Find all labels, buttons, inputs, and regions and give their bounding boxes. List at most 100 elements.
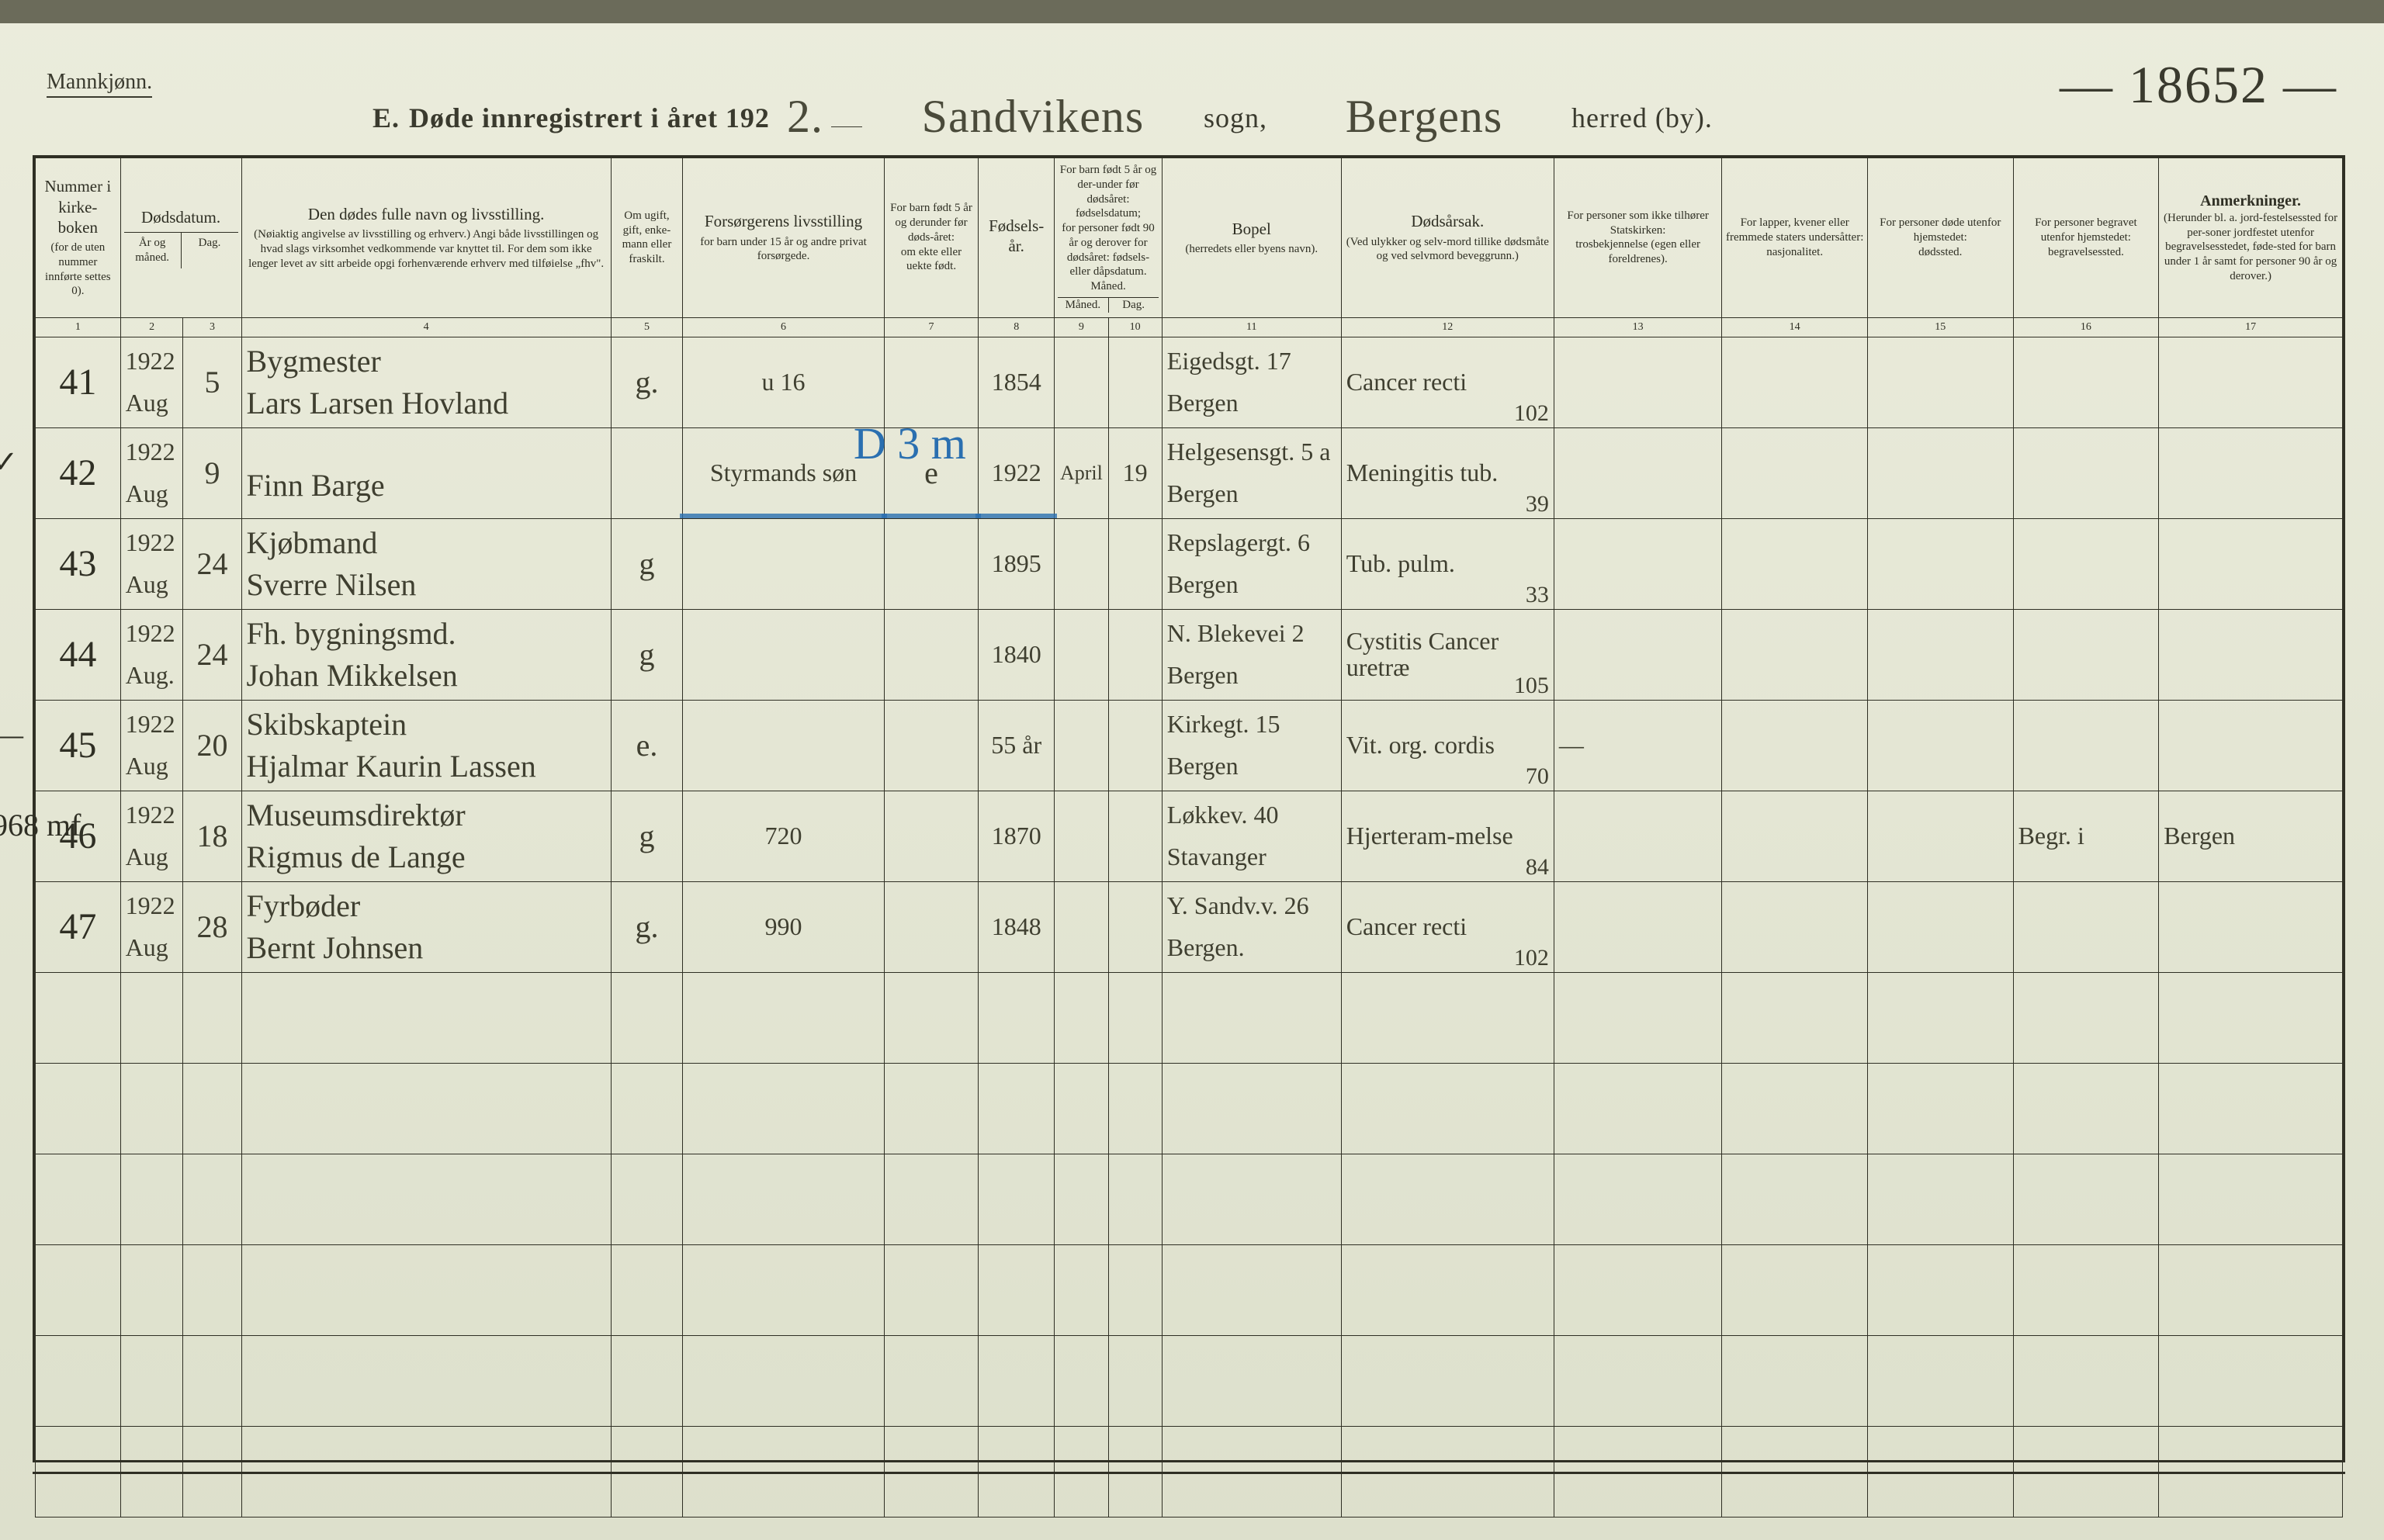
cell bbox=[2013, 700, 2159, 791]
cell: Fh. bygningsmd.Johan Mikkelsen bbox=[241, 609, 611, 700]
cell bbox=[683, 1063, 885, 1154]
coln-5: 5 bbox=[611, 317, 682, 337]
coln-10: 10 bbox=[1108, 317, 1162, 337]
cell: BygmesterLars Larsen Hovland bbox=[241, 337, 611, 427]
cell: 24 bbox=[183, 609, 241, 700]
cell bbox=[1867, 791, 2013, 881]
cell bbox=[1341, 972, 1554, 1063]
title-line: E. Døde innregistrert i året 192 2. Sand… bbox=[372, 85, 2314, 140]
district-label: herred (by). bbox=[1571, 102, 1713, 134]
cell: 1922Aug bbox=[120, 427, 183, 518]
cell bbox=[884, 881, 978, 972]
cell bbox=[183, 1335, 241, 1426]
cell bbox=[1108, 1244, 1162, 1335]
margin-annotation: 968 mf bbox=[0, 807, 81, 843]
cell: 41 bbox=[36, 337, 121, 427]
cell bbox=[1554, 791, 1721, 881]
cell bbox=[2013, 972, 2159, 1063]
cell: — bbox=[1554, 700, 1721, 791]
table-row: 431922Aug24KjøbmandSverre Nilseng1895Rep… bbox=[36, 518, 2343, 609]
hdr-15: For personer døde utenfor hjemstedet: dø… bbox=[1867, 158, 2013, 318]
cell bbox=[36, 1244, 121, 1335]
cell bbox=[683, 700, 885, 791]
cell bbox=[2159, 609, 2343, 700]
cell bbox=[241, 972, 611, 1063]
cell: Vit. org. cordis70 bbox=[1341, 700, 1554, 791]
cell bbox=[241, 1154, 611, 1244]
cell bbox=[1554, 1154, 1721, 1244]
cell bbox=[683, 518, 885, 609]
cell bbox=[2159, 1335, 2343, 1426]
cell: Repslagergt. 6Bergen bbox=[1162, 518, 1341, 609]
cell: 1854 bbox=[979, 337, 1055, 427]
cause-code: 84 bbox=[1526, 855, 1549, 880]
table-row: 471922Aug28FyrbøderBernt Johnseng.990184… bbox=[36, 881, 2343, 972]
cell: Cystitis Cancer uretræ105 bbox=[1341, 609, 1554, 700]
cell: 20 bbox=[183, 700, 241, 791]
cell bbox=[1722, 427, 1868, 518]
cell bbox=[1722, 609, 1868, 700]
coln-4: 4 bbox=[241, 317, 611, 337]
cell bbox=[611, 427, 682, 518]
cell bbox=[1867, 1335, 2013, 1426]
cell bbox=[1867, 700, 2013, 791]
cell bbox=[2159, 1063, 2343, 1154]
cell: 45— bbox=[36, 700, 121, 791]
top-edge bbox=[0, 0, 2384, 23]
cell bbox=[1108, 609, 1162, 700]
cell: Løkkev. 40Stavanger bbox=[1162, 791, 1341, 881]
district-hw: Bergens bbox=[1277, 90, 1571, 144]
cell bbox=[979, 972, 1055, 1063]
cell: Tub. pulm.33 bbox=[1341, 518, 1554, 609]
column-number-row: 1 2 3 4 5 6 7 8 9 10 11 12 13 14 15 16 1 bbox=[36, 317, 2343, 337]
cell bbox=[1108, 791, 1162, 881]
title-main: Døde innregistrert i året 192 bbox=[409, 102, 770, 134]
cell: 990 bbox=[683, 881, 885, 972]
cell bbox=[2159, 1244, 2343, 1335]
coln-1: 1 bbox=[36, 317, 121, 337]
cell bbox=[1867, 337, 2013, 427]
cell bbox=[611, 972, 682, 1063]
cell bbox=[884, 791, 978, 881]
parish-hw: Sandvikens bbox=[862, 90, 1204, 144]
gender-label: Mannkjønn. bbox=[47, 70, 152, 98]
hdr-13: For personer som ikke tilhører Statskirk… bbox=[1554, 158, 1721, 318]
cell: 1922 bbox=[979, 427, 1055, 518]
cell: Eigedsgt. 17Bergen bbox=[1162, 337, 1341, 427]
cell: 18 bbox=[183, 791, 241, 881]
cell: Begr. i bbox=[2013, 791, 2159, 881]
cell: Cancer recti102 bbox=[1341, 337, 1554, 427]
cell: Meningitis tub.39 bbox=[1341, 427, 1554, 518]
cell bbox=[683, 1244, 885, 1335]
cell bbox=[1108, 1063, 1162, 1154]
header-row: Nummer i kirke-boken (for de uten nummer… bbox=[36, 158, 2343, 318]
cell bbox=[1867, 881, 2013, 972]
cell bbox=[36, 1335, 121, 1426]
parish-label: sogn, bbox=[1204, 102, 1267, 134]
cell bbox=[183, 972, 241, 1063]
coln-15: 15 bbox=[1867, 317, 2013, 337]
cell bbox=[1554, 337, 1721, 427]
cell bbox=[1554, 1335, 1721, 1426]
cell bbox=[2013, 1063, 2159, 1154]
coln-3: 3 bbox=[183, 317, 241, 337]
cell bbox=[2159, 518, 2343, 609]
cell bbox=[183, 1063, 241, 1154]
cell: Finn Barge bbox=[241, 427, 611, 518]
cell bbox=[611, 1244, 682, 1335]
cell bbox=[1055, 1063, 1108, 1154]
bottom-rule bbox=[33, 1472, 2345, 1474]
cell bbox=[241, 1244, 611, 1335]
cell bbox=[2013, 881, 2159, 972]
cell bbox=[979, 1063, 1055, 1154]
cell bbox=[1341, 1154, 1554, 1244]
cell bbox=[884, 972, 978, 1063]
cell bbox=[1554, 881, 1721, 972]
hdr-4: Den dødes fulle navn og livsstilling. (N… bbox=[241, 158, 611, 318]
hdr-9-10: For barn født 5 år og der-under før døds… bbox=[1055, 158, 1163, 318]
coln-6: 6 bbox=[683, 317, 885, 337]
cell: FyrbøderBernt Johnsen bbox=[241, 881, 611, 972]
cell bbox=[2013, 518, 2159, 609]
cell bbox=[1055, 1244, 1108, 1335]
cell bbox=[884, 1244, 978, 1335]
